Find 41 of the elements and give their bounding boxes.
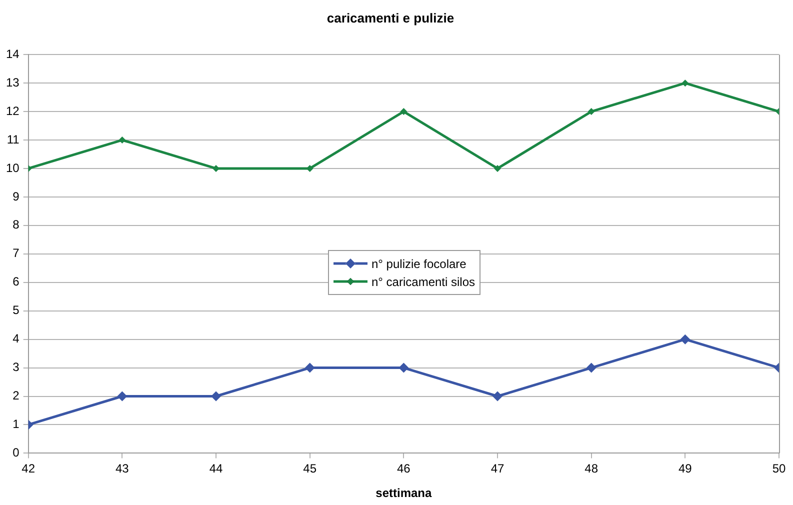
x-tick-label: 48 <box>584 462 598 476</box>
y-tick-label: 11 <box>6 132 20 146</box>
x-tick-label: 49 <box>678 462 692 476</box>
x-tick-label: 50 <box>772 462 786 476</box>
y-tick-label: 6 <box>12 274 20 289</box>
y-tick-label: 1 <box>12 417 20 432</box>
point <box>306 164 314 172</box>
legend-label: n° pulizie focolare <box>372 256 467 271</box>
chart-title: caricamenti e pulizie <box>326 10 454 26</box>
point <box>398 362 409 373</box>
point <box>400 108 408 116</box>
legend-label: n° caricamenti silos <box>372 274 475 289</box>
y-tick-label: 0 <box>12 446 20 460</box>
y-tick-label: 3 <box>12 360 20 374</box>
point <box>304 362 315 373</box>
y-tick-label: 8 <box>12 218 20 232</box>
x-tick-label: 42 <box>22 462 36 476</box>
y-tick-label: 5 <box>12 303 20 318</box>
y-tick-label: 10 <box>6 160 20 175</box>
point <box>680 334 690 344</box>
point <box>682 80 689 87</box>
y-tick-label: 7 <box>12 246 20 260</box>
x-axis-title: settimana <box>376 486 432 500</box>
y-tick-label: 9 <box>12 189 20 204</box>
x-tick-label: 43 <box>116 462 130 476</box>
y-tick-label: 12 <box>6 104 20 118</box>
point <box>117 391 128 402</box>
x-tick-label: 45 <box>303 462 317 476</box>
point <box>492 391 503 402</box>
x-tick-label: 46 <box>396 462 411 476</box>
point <box>118 136 126 144</box>
point <box>588 108 595 116</box>
point <box>586 362 596 373</box>
y-tick-label: 14 <box>6 46 20 61</box>
point <box>211 391 222 402</box>
x-tick-label: 44 <box>209 462 224 476</box>
y-tick-label: 4 <box>12 332 20 346</box>
y-tick-label: 2 <box>12 388 20 403</box>
point <box>494 164 502 172</box>
x-tick-label: 47 <box>490 462 504 476</box>
y-tick-label: 13 <box>6 75 20 90</box>
